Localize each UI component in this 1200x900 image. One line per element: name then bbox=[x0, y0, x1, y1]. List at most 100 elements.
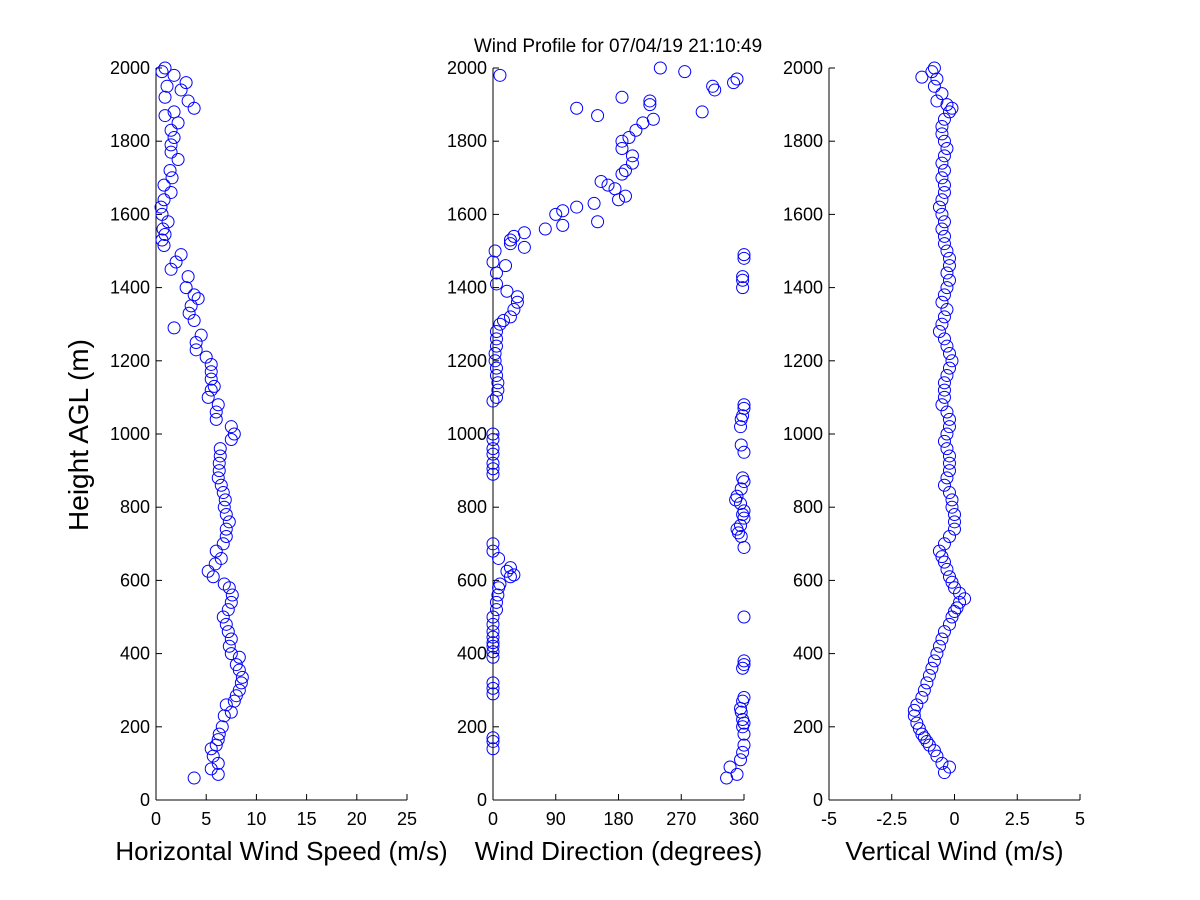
data-point bbox=[935, 193, 949, 207]
data-point bbox=[942, 412, 956, 426]
data-point bbox=[500, 564, 514, 578]
data-point bbox=[720, 771, 734, 785]
data-point bbox=[937, 134, 951, 148]
data-point bbox=[935, 317, 949, 331]
data-point bbox=[181, 94, 195, 108]
data-point bbox=[213, 449, 227, 463]
data-point bbox=[219, 529, 233, 543]
data-point bbox=[216, 537, 230, 551]
x-tick-label: 270 bbox=[666, 809, 696, 829]
data-point bbox=[222, 639, 236, 653]
data-point bbox=[932, 325, 946, 339]
data-point bbox=[922, 669, 936, 683]
data-point bbox=[486, 427, 500, 441]
data-point bbox=[942, 251, 956, 265]
data-point bbox=[164, 262, 178, 276]
data-point bbox=[187, 771, 201, 785]
data-point bbox=[643, 98, 657, 112]
x-tick-label: 0 bbox=[949, 809, 959, 829]
x-tick-label: 25 bbox=[397, 809, 417, 829]
data-point bbox=[942, 456, 956, 470]
x-axis-label: Wind Direction (degrees) bbox=[475, 836, 763, 866]
x-tick-label: 10 bbox=[246, 809, 266, 829]
data-point bbox=[937, 376, 951, 390]
y-tick-label: 1200 bbox=[447, 351, 487, 371]
data-point bbox=[207, 379, 221, 393]
data-point bbox=[945, 500, 959, 514]
data-point bbox=[219, 698, 233, 712]
data-point bbox=[737, 398, 751, 412]
data-point bbox=[217, 709, 231, 723]
y-tick-label: 1400 bbox=[110, 278, 150, 298]
data-point bbox=[942, 273, 956, 287]
data-point bbox=[935, 156, 949, 170]
y-tick-label: 800 bbox=[793, 497, 823, 517]
data-point bbox=[218, 493, 232, 507]
data-point bbox=[940, 471, 954, 485]
data-point bbox=[942, 570, 956, 584]
data-point bbox=[737, 251, 751, 265]
data-point bbox=[187, 314, 201, 328]
data-point bbox=[937, 112, 951, 126]
data-point bbox=[736, 745, 750, 759]
data-point bbox=[204, 372, 218, 386]
data-point bbox=[486, 645, 500, 659]
data-point bbox=[935, 171, 949, 185]
data-point bbox=[734, 482, 748, 496]
data-point bbox=[912, 722, 926, 736]
data-point bbox=[736, 281, 750, 295]
data-point bbox=[942, 105, 956, 119]
data-point bbox=[486, 442, 500, 456]
data-point bbox=[503, 561, 517, 575]
data-point bbox=[489, 339, 503, 353]
data-point bbox=[488, 354, 502, 368]
x-tick-label: 90 bbox=[546, 809, 566, 829]
data-point bbox=[222, 515, 236, 529]
data-point bbox=[496, 314, 510, 328]
data-point bbox=[556, 204, 570, 218]
data-point bbox=[157, 239, 171, 253]
data-point bbox=[493, 317, 507, 331]
data-point bbox=[160, 79, 174, 93]
y-tick-label: 1400 bbox=[783, 278, 823, 298]
data-point bbox=[167, 131, 181, 145]
data-point bbox=[211, 733, 225, 747]
data-point bbox=[211, 756, 225, 770]
data-point bbox=[158, 61, 172, 75]
y-tick-label: 200 bbox=[120, 717, 150, 737]
data-point bbox=[942, 259, 956, 273]
data-point bbox=[486, 734, 500, 748]
data-point bbox=[935, 120, 949, 134]
data-point bbox=[507, 303, 521, 317]
data-point bbox=[737, 654, 751, 668]
data-point bbox=[948, 508, 961, 522]
data-point bbox=[937, 178, 951, 192]
y-tick-label: 1600 bbox=[110, 204, 150, 224]
data-point bbox=[489, 390, 503, 404]
data-point bbox=[211, 767, 225, 781]
data-point bbox=[209, 405, 223, 419]
data-point bbox=[940, 142, 954, 156]
data-point bbox=[942, 346, 956, 360]
data-point bbox=[486, 731, 500, 745]
y-tick-label: 200 bbox=[793, 717, 823, 737]
figure-title: Wind Profile for 07/04/19 21:10:49 bbox=[474, 36, 762, 57]
data-point bbox=[556, 218, 570, 232]
data-point bbox=[653, 61, 667, 75]
data-point bbox=[730, 72, 744, 86]
data-point bbox=[734, 420, 748, 434]
data-point bbox=[935, 550, 949, 564]
y-tick-label: 1400 bbox=[447, 278, 487, 298]
y-tick-label: 400 bbox=[120, 644, 150, 664]
data-point bbox=[189, 336, 203, 349]
data-point bbox=[169, 255, 183, 269]
data-point bbox=[209, 412, 223, 426]
data-point bbox=[940, 98, 954, 112]
data-point bbox=[734, 519, 748, 532]
data-point bbox=[935, 87, 949, 101]
data-point bbox=[189, 343, 203, 357]
data-point bbox=[734, 497, 748, 511]
x-tick-label: 5 bbox=[201, 809, 211, 829]
data-point bbox=[214, 551, 228, 565]
data-point bbox=[587, 196, 601, 210]
